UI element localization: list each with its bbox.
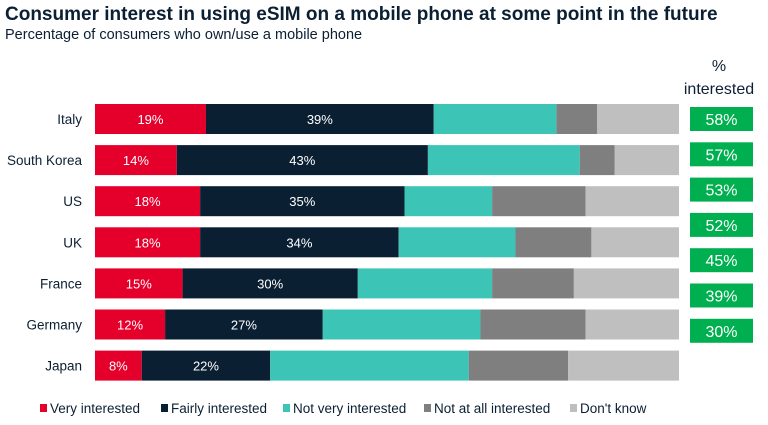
bar-segment-not-at-all-interested — [579, 145, 615, 176]
bar-segment-not-very-interested — [270, 350, 469, 381]
bar-segment-don-t-know — [573, 268, 679, 299]
bar-segment-not-at-all-interested — [492, 268, 574, 299]
interest-header-label: interested — [684, 81, 754, 98]
data-label: 22% — [193, 359, 219, 374]
interest-header-symbol: % — [712, 58, 726, 75]
bar-segment-not-at-all-interested — [515, 227, 592, 258]
data-label: 12% — [117, 318, 143, 333]
legend-label: Don't know — [580, 401, 647, 416]
legend-label: Fairly interested — [171, 401, 267, 416]
category-label: Germany — [26, 318, 82, 333]
bar-segment-fairly-interested — [165, 309, 323, 340]
interest-value: 52% — [705, 218, 737, 235]
legend-swatch — [283, 404, 290, 412]
bar-segment-fairly-interested — [182, 268, 358, 299]
data-label: 15% — [126, 276, 152, 291]
bar-segment-not-very-interested — [357, 268, 493, 299]
bar-segment-don-t-know — [585, 186, 679, 217]
data-label: 35% — [289, 194, 315, 209]
bar-segment-fairly-interested — [205, 104, 434, 134]
legend-swatch — [40, 404, 47, 412]
category-label: US — [63, 194, 82, 209]
bar-segment-fairly-interested — [200, 186, 405, 217]
category-label: France — [40, 276, 82, 291]
interest-badge — [690, 212, 753, 237]
bar-segment-not-at-all-interested — [556, 104, 598, 134]
legend-label: Not very interested — [293, 401, 406, 416]
bar-segment-don-t-know — [591, 227, 679, 258]
bar-segment-not-very-interested — [322, 309, 481, 340]
data-label: 18% — [135, 235, 161, 250]
legend-label: Not at all interested — [434, 401, 550, 416]
chart-subtitle: Percentage of consumers who own/use a mo… — [5, 27, 363, 43]
data-label: 39% — [307, 112, 333, 127]
bar-segment-not-at-all-interested — [468, 350, 569, 381]
bar-segment-very-interested — [95, 227, 201, 258]
bar-segment-fairly-interested — [176, 145, 428, 176]
category-label: Japan — [45, 359, 82, 374]
bar-segment-very-interested — [95, 268, 183, 299]
category-label: UK — [63, 235, 82, 250]
bar-segment-very-interested — [95, 104, 206, 134]
data-label: 27% — [231, 318, 257, 333]
interest-badge — [690, 248, 753, 273]
legend-label: Very interested — [50, 401, 140, 416]
bar-segment-fairly-interested — [200, 227, 399, 258]
bar-segment-very-interested — [95, 145, 177, 176]
data-label: 14% — [123, 153, 149, 168]
data-label: 18% — [135, 194, 161, 209]
bar-segment-not-at-all-interested — [480, 309, 586, 340]
data-label: 19% — [137, 112, 163, 127]
bar-segment-very-interested — [95, 350, 142, 381]
category-label: South Korea — [7, 153, 83, 168]
interest-badge — [690, 177, 753, 202]
data-label: 30% — [257, 276, 283, 291]
chart-title: Consumer interest in using eSIM on a mob… — [5, 4, 718, 25]
bar-segment-not-very-interested — [404, 186, 493, 217]
bar-segment-don-t-know — [614, 145, 679, 176]
bar-segment-don-t-know — [597, 104, 679, 134]
bar-segment-don-t-know — [568, 350, 679, 381]
category-label: Italy — [57, 112, 82, 127]
bar-segment-not-very-interested — [433, 104, 557, 134]
interest-value: 53% — [705, 183, 737, 200]
data-label: 34% — [286, 235, 312, 250]
interest-value: 57% — [705, 147, 737, 164]
interest-badge — [690, 318, 753, 343]
interest-value: 30% — [705, 324, 737, 341]
interest-badge — [690, 107, 753, 131]
interest-badge — [690, 142, 753, 167]
bar-segment-don-t-know — [585, 309, 679, 340]
interest-value: 45% — [705, 253, 737, 270]
bar-segment-not-very-interested — [427, 145, 580, 176]
bar-segment-very-interested — [95, 309, 166, 340]
bar-segment-not-very-interested — [398, 227, 516, 258]
bar-segment-not-at-all-interested — [492, 186, 586, 217]
interest-value: 39% — [705, 289, 737, 306]
interest-badge — [690, 283, 753, 308]
bar-segment-fairly-interested — [141, 350, 271, 381]
interest-value: 58% — [705, 112, 737, 129]
legend-swatch — [161, 404, 168, 412]
legend-swatch — [424, 404, 431, 412]
data-label: 43% — [289, 153, 315, 168]
legend-swatch — [570, 404, 577, 412]
bar-segment-very-interested — [95, 186, 201, 217]
data-label: 8% — [109, 359, 128, 374]
